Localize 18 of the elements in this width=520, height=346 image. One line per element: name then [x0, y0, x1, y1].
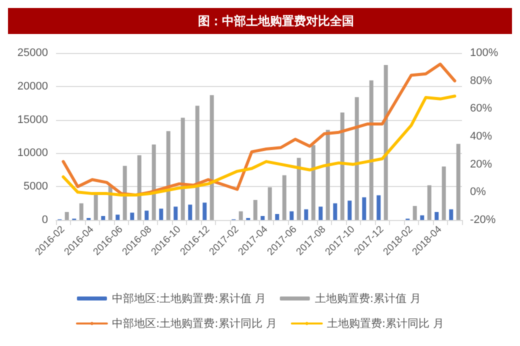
y2-tick-label: -20%	[470, 214, 496, 226]
y2-tick-label: 40%	[470, 130, 492, 142]
legend-label: 土地购置费:累计值 月	[314, 292, 422, 305]
y-tick-label: 10000	[17, 147, 48, 160]
y2-tick-label: 100%	[470, 47, 498, 59]
y2-tick-label: 60%	[470, 102, 492, 115]
y-tick-label: 15000	[17, 114, 48, 126]
y-tick-label: 20000	[17, 80, 48, 92]
legend-label: 中部地区:土地购置费:累计值 月	[112, 292, 266, 305]
chart-title: 图：中部土地购置费对比全国	[198, 14, 354, 28]
legend-label: 土地购置费:累计同比 月	[326, 317, 444, 330]
legend-label: 中部地区:土地购置费:累计同比 月	[112, 317, 277, 330]
y2-tick-label: 0%	[470, 186, 486, 198]
y2-tick-label: 20%	[470, 158, 492, 170]
y2-tick-label: 80%	[470, 74, 492, 87]
y-tick-label: 5000	[24, 180, 48, 193]
y-tick-label: 0	[42, 214, 48, 226]
y-tick-label: 25000	[17, 47, 48, 59]
